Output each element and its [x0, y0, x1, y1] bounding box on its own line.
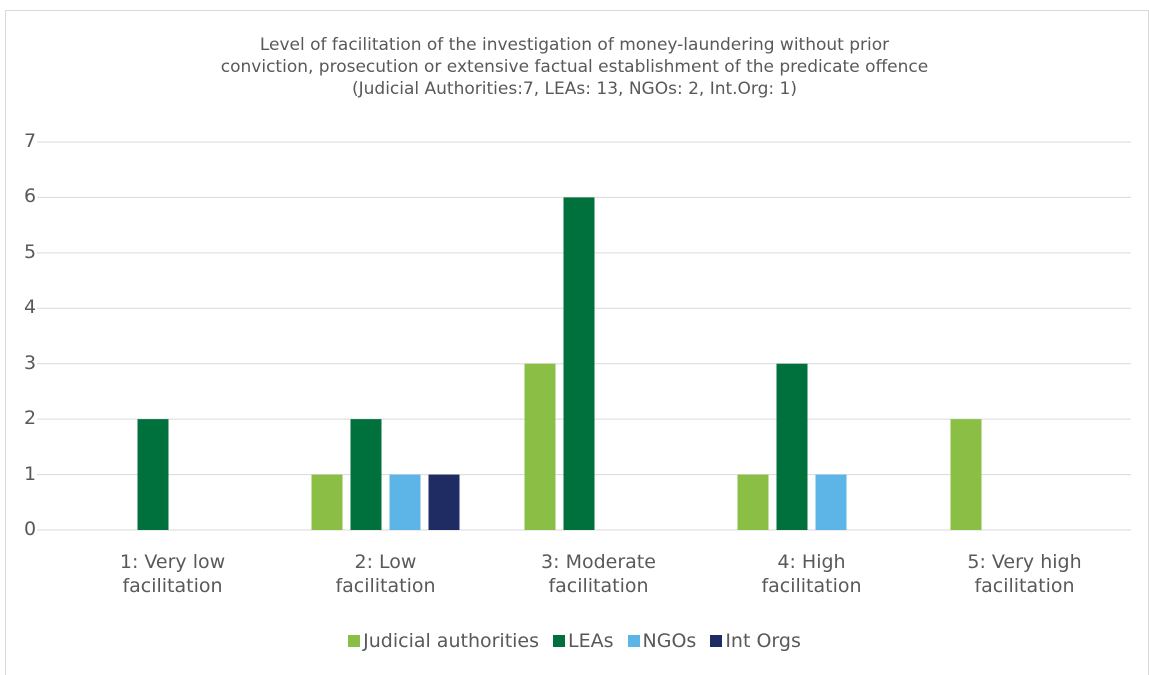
y-tick-label: 1 [24, 462, 37, 485]
x-tick-label: 2: Low facilitation [335, 551, 436, 597]
x-tick-label: 1: Very low facilitation [119, 551, 226, 597]
legend-label: Judicial authorities [363, 630, 540, 652]
x-tick-label: 5: Very high facilitation [967, 551, 1082, 597]
y-tick-label: 5 [24, 240, 37, 263]
bar [311, 474, 343, 530]
legend-label: LEAs [568, 630, 614, 652]
bar [776, 363, 808, 530]
bar [428, 474, 460, 530]
bar [815, 474, 847, 530]
y-tick-label: 2 [24, 407, 37, 430]
bar [137, 419, 169, 530]
legend-item: Judicial authorities [348, 630, 539, 652]
bar [350, 419, 382, 530]
x-tick-label: 4: High facilitation [761, 551, 862, 597]
y-tick-label: 7 [24, 130, 37, 152]
y-tick-label: 3 [24, 351, 37, 374]
bar [950, 419, 982, 530]
legend: Judicial authorities LEAs NGOs Int Orgs [0, 630, 1149, 652]
chart-title: Level of facilitation of the investigati… [220, 35, 929, 99]
legend-swatch [348, 635, 361, 647]
bar [563, 197, 595, 530]
bar [524, 363, 556, 530]
legend-item: LEAs [553, 630, 614, 652]
legend-item: Int Orgs [710, 630, 801, 652]
y-tick-label: 6 [24, 185, 37, 208]
legend-swatch [627, 635, 640, 647]
bar [737, 474, 769, 530]
legend-item: NGOs [627, 630, 697, 652]
x-tick-label: 3: Moderate facilitation [541, 551, 656, 597]
legend-label: Int Orgs [725, 630, 801, 652]
legend-swatch [553, 635, 566, 647]
bar [389, 474, 421, 530]
legend-label: NGOs [642, 630, 697, 652]
y-tick-label: 4 [24, 296, 37, 319]
legend-swatch [710, 635, 723, 647]
y-tick-label: 0 [24, 518, 37, 540]
